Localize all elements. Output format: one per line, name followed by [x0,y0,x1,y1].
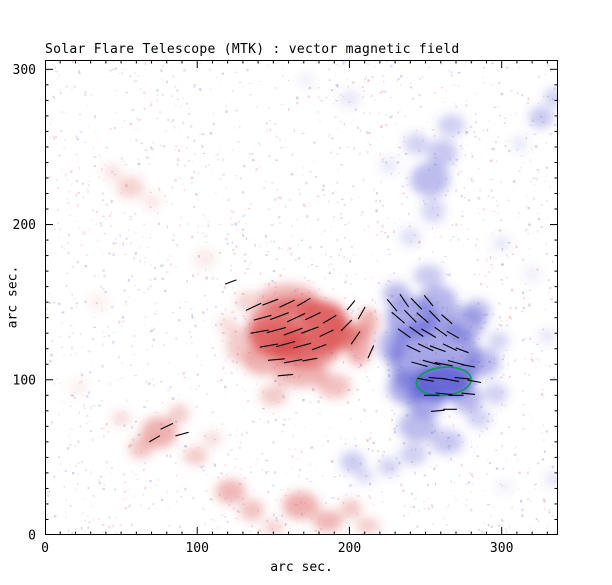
axes-box [45,60,558,535]
polarity-map [69,74,558,535]
svg-text:0: 0 [28,529,36,544]
svg-text:100: 100 [13,373,36,388]
field-vectors [149,279,482,443]
svg-text:300: 300 [13,63,36,78]
magnetogram-plot: 0 100 200 300 0 100 200 300 [13,60,558,556]
svg-text:200: 200 [13,218,36,233]
x-axis-label: arc sec. [270,560,333,575]
svg-text:0: 0 [41,541,49,556]
svg-text:100: 100 [185,541,208,556]
field-contour [415,366,472,397]
axis-ticks [45,60,558,535]
y-axis-label: arc sec. [5,265,21,329]
tick-labels: 0 100 200 300 0 100 200 300 [13,63,514,556]
svg-text:200: 200 [338,541,361,556]
svg-text:300: 300 [490,541,513,556]
figure-title: Solar Flare Telescope (MTK) : vector mag… [45,42,460,57]
plot-area [45,60,558,535]
